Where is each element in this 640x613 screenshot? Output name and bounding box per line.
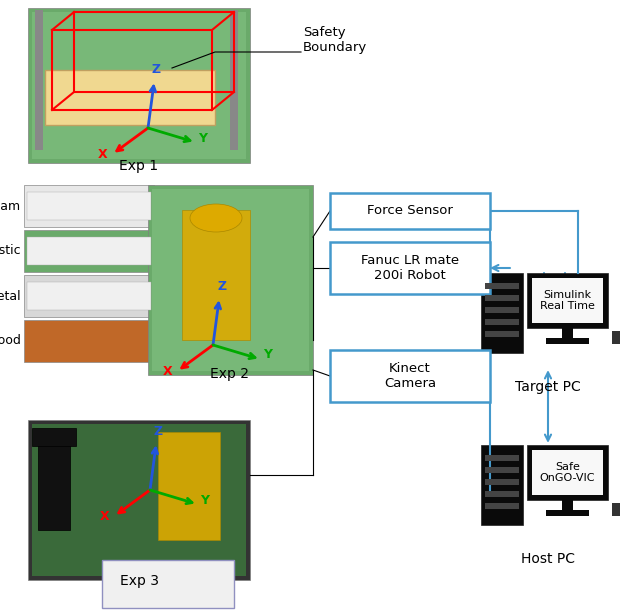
Bar	[148, 185, 313, 375]
Bar	[28, 420, 250, 580]
Text: Target PC: Target PC	[515, 380, 581, 394]
Bar	[35, 10, 43, 150]
Text: Z: Z	[217, 280, 226, 293]
Bar	[481, 445, 523, 525]
Bar	[330, 193, 490, 229]
Text: Exp 1: Exp 1	[120, 159, 159, 173]
Bar	[547, 510, 589, 516]
Bar	[547, 338, 589, 344]
Bar	[485, 283, 518, 289]
Bar	[527, 445, 608, 500]
Bar	[28, 8, 250, 163]
Text: Exp 2: Exp 2	[211, 367, 250, 381]
Bar	[38, 435, 70, 530]
Bar	[24, 275, 154, 317]
Bar	[485, 295, 518, 301]
Text: Metal: Metal	[0, 289, 21, 302]
Bar	[45, 70, 215, 125]
Text: Kinect
Camera: Kinect Camera	[384, 362, 436, 390]
Text: X: X	[98, 148, 108, 161]
Bar	[532, 278, 604, 323]
Text: Fanuc LR mate
200i Robot: Fanuc LR mate 200i Robot	[361, 254, 459, 282]
Bar	[152, 189, 309, 371]
Bar	[485, 455, 518, 461]
Bar	[102, 560, 234, 608]
Bar	[532, 450, 604, 495]
Text: Y: Y	[200, 493, 209, 506]
Bar	[24, 320, 154, 362]
Bar	[27, 192, 151, 220]
Bar	[230, 10, 238, 150]
Bar	[485, 319, 518, 325]
Bar	[485, 306, 518, 313]
Text: X: X	[100, 510, 109, 523]
Bar	[182, 210, 250, 340]
Bar	[27, 237, 151, 265]
Bar	[562, 328, 573, 338]
Text: Wood: Wood	[0, 335, 21, 348]
Text: Y: Y	[263, 349, 272, 362]
Bar	[612, 331, 620, 344]
Text: Safety
Boundary: Safety Boundary	[303, 26, 367, 54]
Text: Simulink
Real Time: Simulink Real Time	[540, 290, 595, 311]
Text: Z: Z	[152, 63, 161, 76]
Text: Foam: Foam	[0, 199, 21, 213]
Bar	[485, 466, 518, 473]
Bar	[527, 273, 608, 328]
Text: Safe
OnGO-VIC: Safe OnGO-VIC	[540, 462, 595, 483]
Bar	[24, 230, 154, 272]
Text: Host PC: Host PC	[521, 552, 575, 566]
Bar	[330, 242, 490, 294]
Bar	[330, 350, 490, 402]
Bar	[32, 424, 246, 576]
Bar	[32, 428, 76, 446]
Bar	[158, 432, 220, 540]
Text: X: X	[163, 365, 172, 378]
Bar	[32, 12, 246, 159]
Bar	[562, 500, 573, 510]
Bar	[485, 330, 518, 337]
Text: Force Sensor: Force Sensor	[367, 205, 453, 218]
Bar	[27, 282, 151, 310]
Bar	[485, 490, 518, 497]
Text: Y: Y	[198, 132, 207, 145]
Text: Plastic: Plastic	[0, 245, 21, 257]
Bar	[481, 273, 523, 353]
Bar	[24, 185, 154, 227]
Bar	[485, 479, 518, 485]
Bar	[612, 503, 620, 516]
Bar	[485, 503, 518, 509]
Ellipse shape	[190, 204, 242, 232]
Text: Z: Z	[154, 425, 163, 438]
Text: Exp 3: Exp 3	[120, 574, 159, 588]
